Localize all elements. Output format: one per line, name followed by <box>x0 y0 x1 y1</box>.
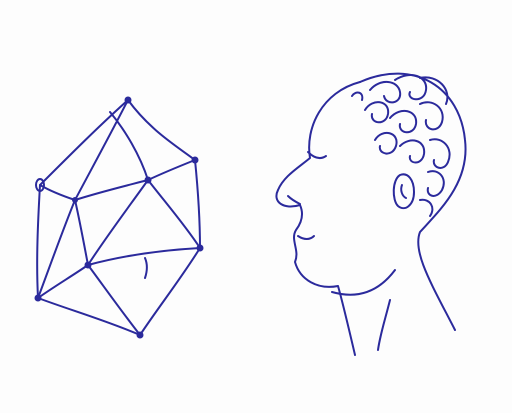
hair-curls <box>351 74 451 217</box>
node <box>35 178 45 192</box>
node <box>72 197 78 203</box>
wire-polygon <box>34 96 204 339</box>
node <box>136 331 144 339</box>
node <box>84 261 92 269</box>
eye <box>307 151 327 160</box>
node <box>34 294 42 302</box>
back-of-head <box>359 72 467 331</box>
ear <box>392 173 415 210</box>
mouth <box>297 235 315 240</box>
node <box>191 156 199 164</box>
face-outline <box>275 81 361 356</box>
nose-line <box>287 195 301 205</box>
node <box>144 176 152 184</box>
head-profile <box>275 72 467 356</box>
node <box>124 96 132 104</box>
neck-line <box>331 269 396 351</box>
node <box>196 244 204 252</box>
